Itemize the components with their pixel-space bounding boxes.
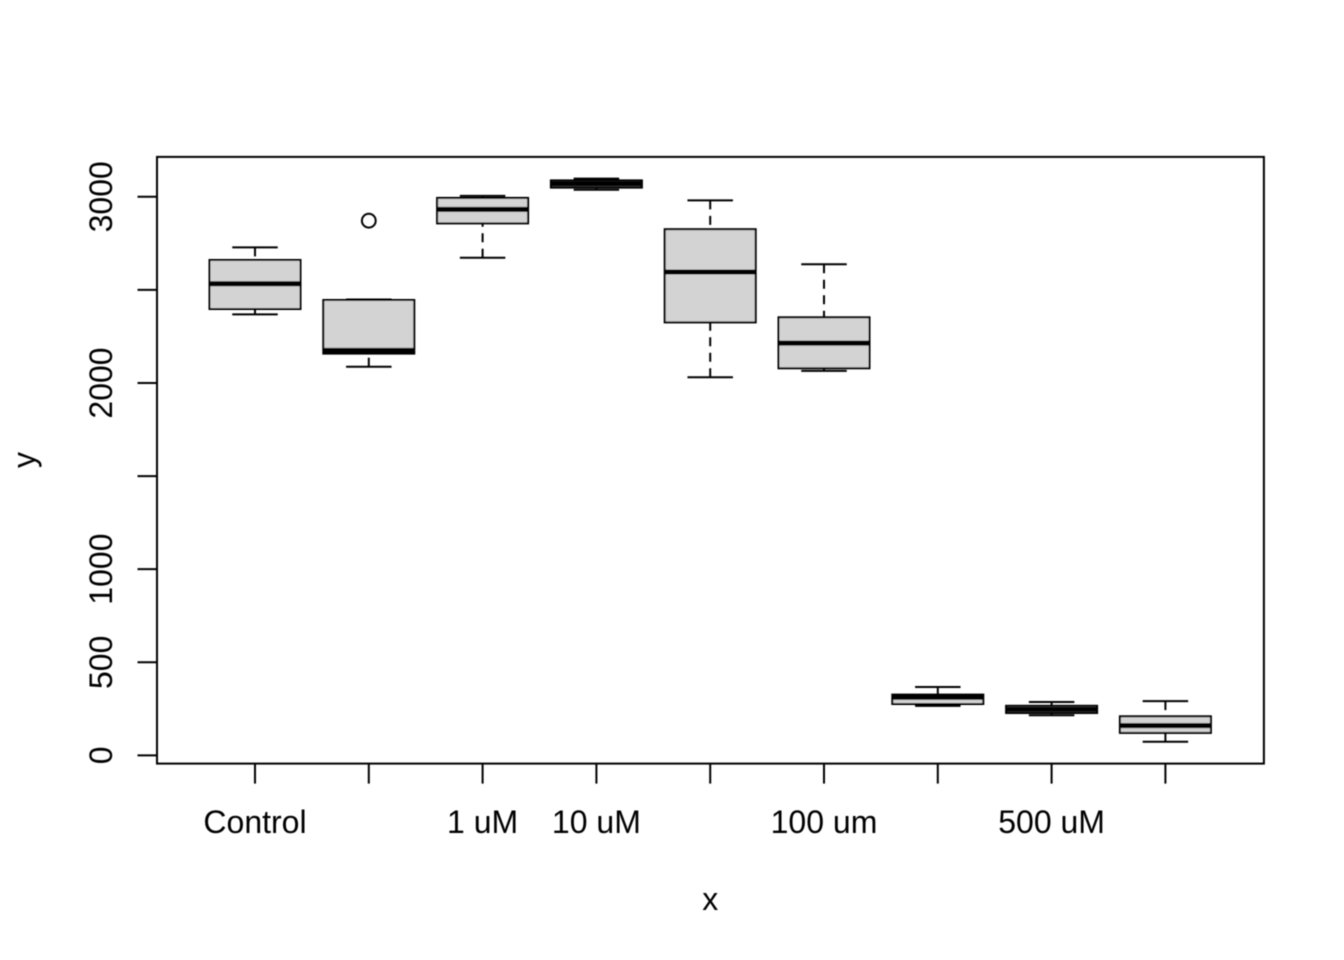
svg-text:3000: 3000	[83, 161, 119, 232]
svg-text:100 um: 100 um	[771, 804, 878, 840]
svg-text:10 uM: 10 uM	[552, 804, 641, 840]
svg-text:500 uM: 500 uM	[998, 804, 1105, 840]
svg-text:Control: Control	[203, 804, 306, 840]
svg-text:0: 0	[83, 747, 119, 765]
svg-text:y: y	[6, 452, 42, 468]
svg-text:500: 500	[83, 636, 119, 689]
svg-text:2000: 2000	[83, 347, 119, 418]
svg-text:1000: 1000	[83, 534, 119, 605]
svg-text:1 uM: 1 uM	[447, 804, 518, 840]
svg-text:x: x	[702, 881, 718, 917]
